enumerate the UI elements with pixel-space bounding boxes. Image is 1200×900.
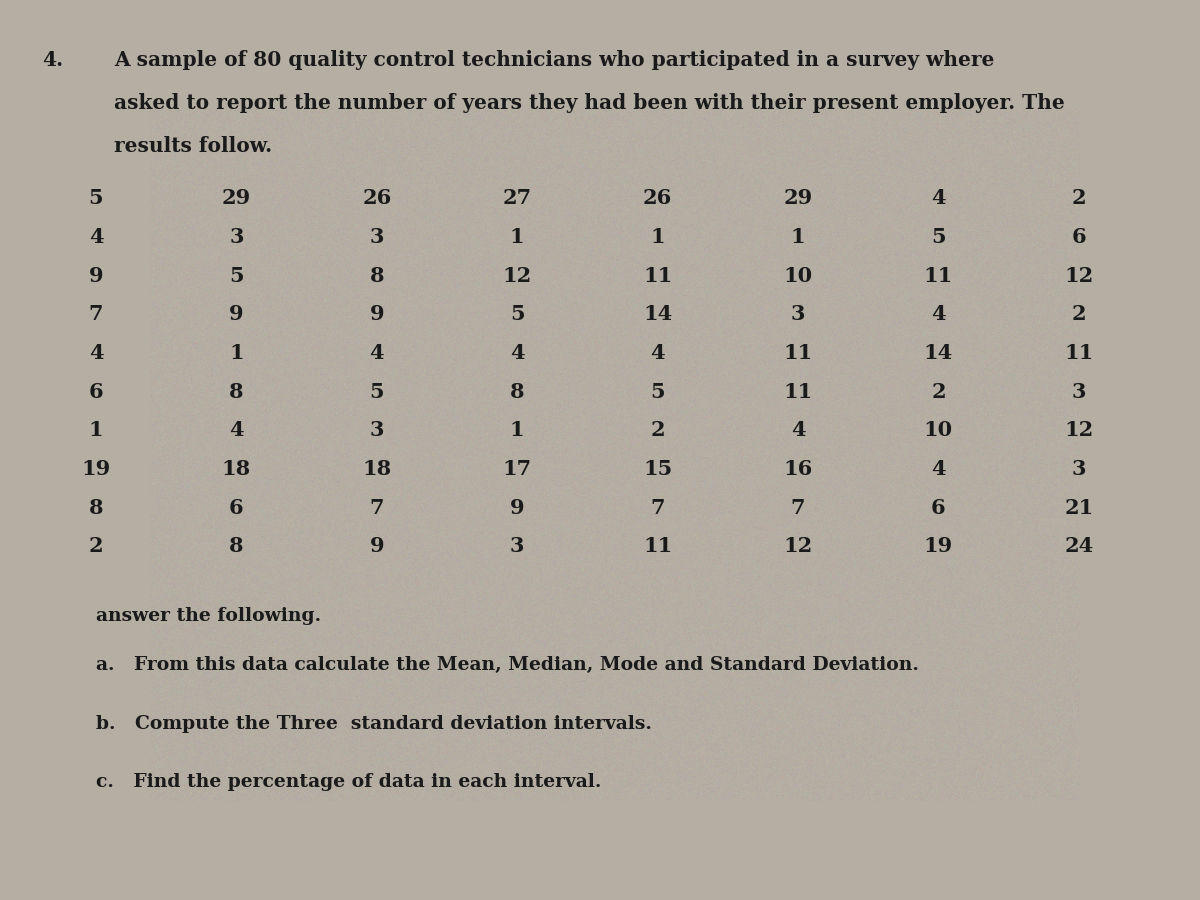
Text: 3: 3 bbox=[510, 536, 524, 556]
Text: 16: 16 bbox=[784, 459, 812, 479]
Text: 1: 1 bbox=[510, 420, 524, 440]
Text: 6: 6 bbox=[89, 382, 103, 401]
Text: c.   Find the percentage of data in each interval.: c. Find the percentage of data in each i… bbox=[96, 773, 601, 791]
Text: A sample of 80 quality control technicians who participated in a survey where: A sample of 80 quality control technicia… bbox=[114, 50, 995, 69]
Text: 17: 17 bbox=[503, 459, 532, 479]
Text: 8: 8 bbox=[89, 498, 103, 518]
Text: 1: 1 bbox=[791, 227, 805, 247]
Text: 29: 29 bbox=[784, 188, 812, 208]
Text: 8: 8 bbox=[370, 266, 384, 285]
Text: 3: 3 bbox=[1072, 382, 1086, 401]
Text: 1: 1 bbox=[89, 420, 103, 440]
Text: 18: 18 bbox=[362, 459, 391, 479]
Text: 5: 5 bbox=[89, 188, 103, 208]
Text: 9: 9 bbox=[229, 304, 244, 324]
Text: 1: 1 bbox=[650, 227, 665, 247]
Text: 26: 26 bbox=[643, 188, 672, 208]
Text: 9: 9 bbox=[370, 536, 384, 556]
Text: 7: 7 bbox=[89, 304, 103, 324]
Text: 1: 1 bbox=[229, 343, 244, 363]
Text: 5: 5 bbox=[510, 304, 524, 324]
Text: 7: 7 bbox=[791, 498, 805, 518]
Text: 4.: 4. bbox=[42, 50, 64, 69]
Text: 4: 4 bbox=[931, 459, 946, 479]
Text: 6: 6 bbox=[1072, 227, 1086, 247]
Text: 7: 7 bbox=[650, 498, 665, 518]
Text: 4: 4 bbox=[370, 343, 384, 363]
Text: 8: 8 bbox=[510, 382, 524, 401]
Text: 3: 3 bbox=[791, 304, 805, 324]
Text: 11: 11 bbox=[1064, 343, 1093, 363]
Text: 9: 9 bbox=[89, 266, 103, 285]
Text: 27: 27 bbox=[503, 188, 532, 208]
Text: 15: 15 bbox=[643, 459, 672, 479]
Text: 5: 5 bbox=[650, 382, 665, 401]
Text: 2: 2 bbox=[650, 420, 665, 440]
Text: 10: 10 bbox=[924, 420, 953, 440]
Text: asked to report the number of years they had been with their present employer. T: asked to report the number of years they… bbox=[114, 93, 1064, 112]
Text: 4: 4 bbox=[931, 188, 946, 208]
Text: 12: 12 bbox=[1064, 420, 1093, 440]
Text: 12: 12 bbox=[1064, 266, 1093, 285]
Text: 14: 14 bbox=[924, 343, 953, 363]
Text: 8: 8 bbox=[229, 382, 244, 401]
Text: 19: 19 bbox=[82, 459, 110, 479]
Text: 9: 9 bbox=[370, 304, 384, 324]
Text: 5: 5 bbox=[229, 266, 244, 285]
Text: 2: 2 bbox=[1072, 304, 1086, 324]
Text: 1: 1 bbox=[510, 227, 524, 247]
Text: 10: 10 bbox=[784, 266, 812, 285]
Text: 4: 4 bbox=[931, 304, 946, 324]
Text: a.   From this data calculate the Mean, Median, Mode and Standard Deviation.: a. From this data calculate the Mean, Me… bbox=[96, 656, 919, 674]
Text: 4: 4 bbox=[510, 343, 524, 363]
Text: 4: 4 bbox=[89, 227, 103, 247]
Text: 2: 2 bbox=[931, 382, 946, 401]
Text: 18: 18 bbox=[222, 459, 251, 479]
Text: 2: 2 bbox=[89, 536, 103, 556]
Text: answer the following.: answer the following. bbox=[96, 607, 322, 625]
Text: 3: 3 bbox=[370, 227, 384, 247]
Text: 5: 5 bbox=[370, 382, 384, 401]
Text: 3: 3 bbox=[370, 420, 384, 440]
Text: 11: 11 bbox=[924, 266, 953, 285]
Text: 4: 4 bbox=[89, 343, 103, 363]
Text: 4: 4 bbox=[229, 420, 244, 440]
Text: 11: 11 bbox=[643, 266, 672, 285]
Text: 11: 11 bbox=[784, 382, 812, 401]
Text: 12: 12 bbox=[784, 536, 812, 556]
Text: b.   Compute the Three  standard deviation intervals.: b. Compute the Three standard deviation … bbox=[96, 715, 652, 733]
Text: 8: 8 bbox=[229, 536, 244, 556]
Text: 5: 5 bbox=[931, 227, 946, 247]
Text: 9: 9 bbox=[510, 498, 524, 518]
Text: 4: 4 bbox=[791, 420, 805, 440]
Text: 24: 24 bbox=[1064, 536, 1093, 556]
Text: 26: 26 bbox=[362, 188, 391, 208]
Text: 11: 11 bbox=[643, 536, 672, 556]
Text: 3: 3 bbox=[229, 227, 244, 247]
Text: 21: 21 bbox=[1064, 498, 1093, 518]
Text: 3: 3 bbox=[1072, 459, 1086, 479]
Text: 11: 11 bbox=[784, 343, 812, 363]
Text: 14: 14 bbox=[643, 304, 672, 324]
Text: 7: 7 bbox=[370, 498, 384, 518]
Text: 6: 6 bbox=[931, 498, 946, 518]
Text: 19: 19 bbox=[924, 536, 953, 556]
Text: 12: 12 bbox=[503, 266, 532, 285]
Text: 6: 6 bbox=[229, 498, 244, 518]
Text: 4: 4 bbox=[650, 343, 665, 363]
Text: 2: 2 bbox=[1072, 188, 1086, 208]
Text: 29: 29 bbox=[222, 188, 251, 208]
Text: results follow.: results follow. bbox=[114, 136, 272, 156]
